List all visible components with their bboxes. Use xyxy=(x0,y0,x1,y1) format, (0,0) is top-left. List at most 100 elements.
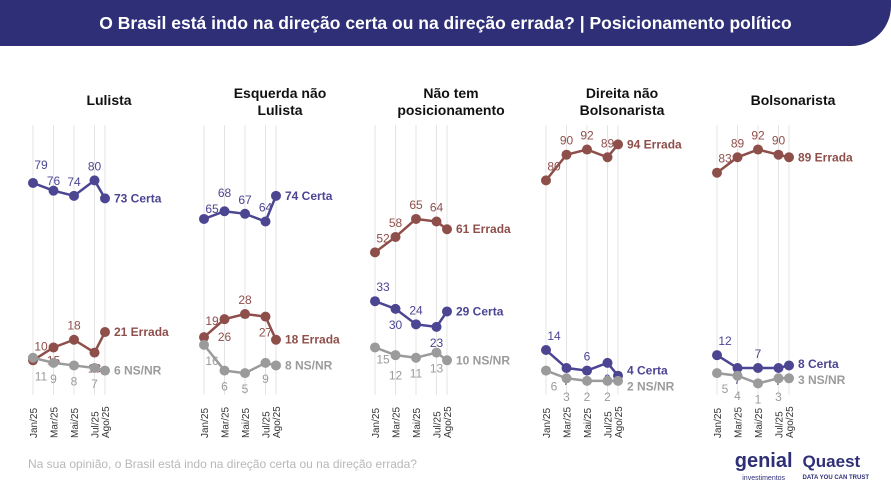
data-label: 5 xyxy=(722,382,729,396)
series-end-label: 89 Errada xyxy=(798,150,853,164)
data-label: 28 xyxy=(238,293,252,307)
x-tick-label: Jul/25 xyxy=(604,411,615,438)
data-label: 76 xyxy=(47,174,61,188)
data-point xyxy=(773,149,784,160)
data-point xyxy=(219,314,230,325)
data-point xyxy=(712,167,722,178)
x-tick-label: Mai/25 xyxy=(241,408,252,438)
data-point xyxy=(773,363,784,374)
x-tick-label: Mar/25 xyxy=(563,406,574,438)
series-end-label: 2 NS/NR xyxy=(627,379,675,393)
quaest-logo: Quaest DATA YOU CAN TRUST xyxy=(802,452,869,481)
data-label: 11 xyxy=(35,370,48,384)
data-point xyxy=(69,360,79,371)
data-point xyxy=(582,144,592,155)
series-end-label: 10 NS/NR xyxy=(456,353,510,367)
data-label: 74 xyxy=(67,175,81,189)
data-point xyxy=(712,368,722,379)
panel-title: Lulista xyxy=(257,102,302,118)
data-label: 4 xyxy=(734,389,741,403)
data-point xyxy=(582,365,592,376)
data-label: 13 xyxy=(430,362,444,376)
data-point xyxy=(541,175,551,186)
data-point xyxy=(260,311,271,322)
data-label: 89 xyxy=(601,136,615,150)
data-label: 19 xyxy=(205,314,219,328)
data-label: 24 xyxy=(409,303,423,317)
data-label: 12 xyxy=(389,368,403,382)
data-point xyxy=(613,139,623,150)
data-label: 65 xyxy=(205,202,219,216)
data-label: 80 xyxy=(88,159,102,173)
data-point xyxy=(773,373,784,384)
data-point xyxy=(89,363,100,374)
data-point xyxy=(784,152,794,163)
data-label: 2 xyxy=(584,390,591,404)
data-label: 7 xyxy=(755,347,762,361)
x-tick-label: Jan/25 xyxy=(542,408,553,438)
panel-title: Direita não xyxy=(586,85,658,101)
x-tick-label: Jan/25 xyxy=(200,408,211,438)
data-point xyxy=(541,345,551,356)
data-point xyxy=(784,373,794,384)
data-point xyxy=(390,350,401,361)
data-point xyxy=(442,224,452,235)
data-point xyxy=(370,342,380,353)
data-point xyxy=(390,303,401,314)
data-point xyxy=(240,368,250,379)
data-point xyxy=(219,365,230,376)
data-point xyxy=(390,231,401,242)
x-tick-label: Mai/25 xyxy=(70,408,81,438)
data-point xyxy=(784,360,794,371)
data-point xyxy=(431,347,442,358)
data-label: 52 xyxy=(376,231,390,245)
data-point xyxy=(199,339,209,350)
data-label: 2 xyxy=(604,390,611,404)
x-tick-label: Jul/25 xyxy=(262,411,273,438)
x-tick-label: Mai/25 xyxy=(754,408,765,438)
data-label: 1 xyxy=(755,392,762,406)
data-point xyxy=(271,360,281,371)
x-tick-label: Jul/25 xyxy=(433,411,444,438)
data-label: 90 xyxy=(560,134,574,148)
data-point xyxy=(753,144,763,155)
series-end-label: 6 NS/NR xyxy=(114,364,162,378)
data-label: 27 xyxy=(259,326,273,340)
data-point xyxy=(89,347,100,358)
data-label: 65 xyxy=(409,198,423,212)
data-label: 12 xyxy=(718,334,732,348)
series-end-label: 18 Errada xyxy=(285,333,340,347)
x-tick-label: Mar/25 xyxy=(50,406,61,438)
data-point xyxy=(732,363,743,374)
x-tick-label: Mar/25 xyxy=(221,406,232,438)
panel-title: Bolsonarista xyxy=(580,102,665,118)
x-tick-label: Jul/25 xyxy=(91,411,102,438)
data-point xyxy=(602,152,613,163)
data-point xyxy=(219,206,230,217)
data-label: 23 xyxy=(430,336,444,350)
data-point xyxy=(753,378,763,389)
data-label: 14 xyxy=(547,329,561,343)
data-label: 30 xyxy=(389,318,403,332)
logos: genial investimentos Quaest DATA YOU CAN T… xyxy=(735,451,869,488)
x-tick-label: Jan/25 xyxy=(29,408,40,438)
series-end-label: 8 NS/NR xyxy=(285,358,333,372)
data-point xyxy=(431,321,442,332)
page-title: O Brasil está indo na direção certa ou n… xyxy=(99,13,792,33)
data-point xyxy=(582,375,592,386)
data-point xyxy=(69,190,79,201)
x-tick-label: Mar/25 xyxy=(392,406,403,438)
panel-title: Não tem xyxy=(423,85,478,101)
data-point xyxy=(602,357,613,368)
survey-question: Na sua opinião, o Brasil está indo na di… xyxy=(28,457,417,471)
data-label: 11 xyxy=(410,367,423,381)
data-point xyxy=(561,373,572,384)
series-end-label: 3 NS/NR xyxy=(798,373,846,387)
data-point xyxy=(431,216,442,227)
data-label: 67 xyxy=(238,193,252,207)
x-tick-label: Ago/25 xyxy=(443,406,454,438)
data-label: 15 xyxy=(376,352,390,366)
data-label: 90 xyxy=(772,134,786,148)
series-end-label: 94 Errada xyxy=(627,137,682,151)
